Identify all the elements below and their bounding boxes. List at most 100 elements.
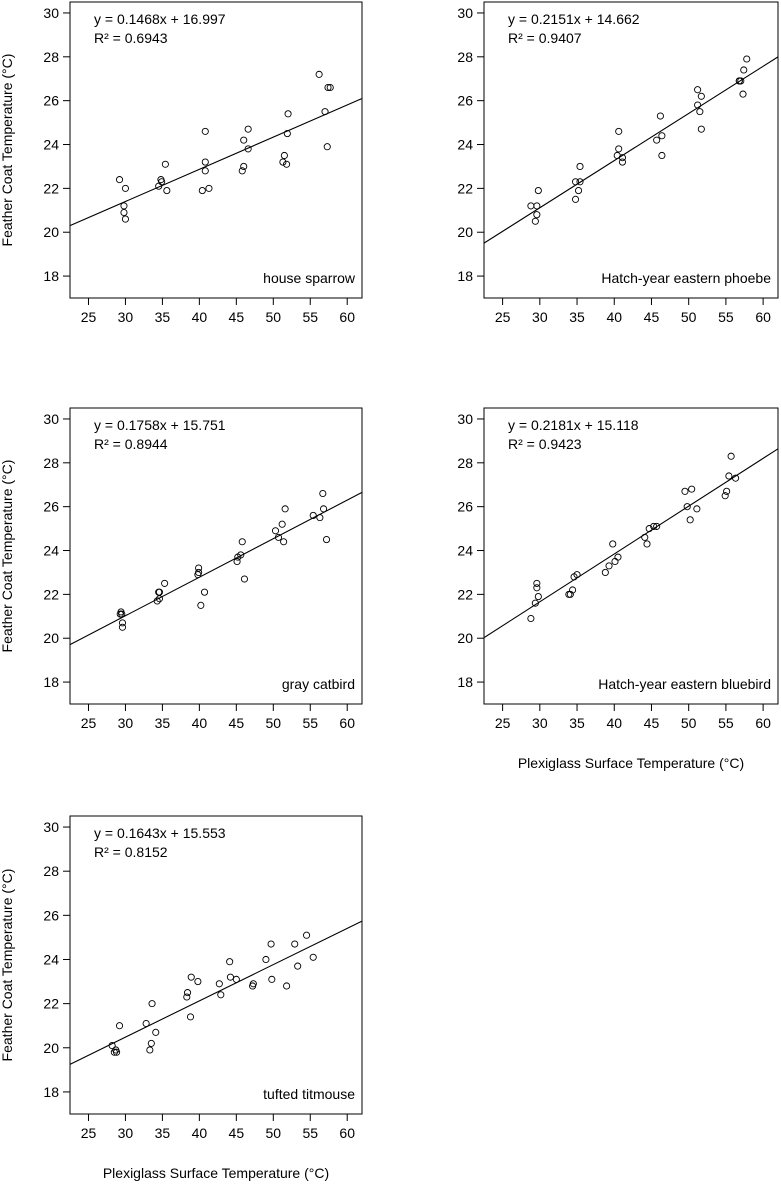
data-point xyxy=(576,162,584,170)
data-point xyxy=(195,564,203,572)
x-axis-title: Plexiglass Surface Temperature (°C) xyxy=(518,755,744,771)
y-tick-label: 26 xyxy=(457,499,473,515)
data-point xyxy=(121,215,129,223)
data-point xyxy=(268,975,276,983)
x-tick-label: 50 xyxy=(681,309,697,325)
chart-panel-2: 25 30 35 40 45 50 55 60 18 20 22 24 26 28 30 y = 0.2151… xyxy=(457,1,779,325)
data-point xyxy=(571,178,580,186)
r-squared: R² = 0.6943 xyxy=(94,30,168,46)
x-tick-label: 25 xyxy=(495,715,511,731)
data-point xyxy=(645,525,653,533)
data-point xyxy=(533,584,541,592)
data-point xyxy=(201,167,209,175)
y-tick-label: 30 xyxy=(457,5,473,21)
data-point xyxy=(615,127,623,135)
data-point xyxy=(322,536,331,544)
y-tick-label: 24 xyxy=(43,543,59,559)
chart-panel-3: 25 30 35 40 45 50 55 60 18 20 22 24 26 28 30 y = 0.1758… xyxy=(0,407,363,731)
data-point xyxy=(205,184,213,192)
y-tick-label: 28 xyxy=(43,863,59,879)
data-point xyxy=(118,619,127,627)
data-point xyxy=(688,485,696,493)
data-point xyxy=(683,503,691,511)
x-tick-label: 45 xyxy=(229,1125,245,1141)
data-point xyxy=(278,520,286,528)
data-point xyxy=(240,162,248,170)
data-point xyxy=(740,66,748,74)
r-squared: R² = 0.8944 xyxy=(94,436,168,452)
x-tick-label: 60 xyxy=(755,715,771,731)
plot-frame xyxy=(69,407,363,705)
data-point xyxy=(142,1019,150,1028)
data-point xyxy=(531,599,539,607)
data-point xyxy=(601,568,609,576)
x-tick-label: 55 xyxy=(302,1125,318,1141)
x-tick-label: 50 xyxy=(266,715,282,731)
y-tick-label: 28 xyxy=(43,455,59,471)
data-point xyxy=(201,158,209,166)
x-tick-label: 25 xyxy=(495,309,511,325)
data-point xyxy=(267,940,275,948)
data-point xyxy=(183,993,191,1001)
data-point xyxy=(609,540,617,548)
y-tick-label: 30 xyxy=(43,819,59,835)
data-point xyxy=(113,1048,121,1056)
regression-line xyxy=(483,448,779,639)
data-point xyxy=(650,522,658,530)
x-tick-label: 30 xyxy=(118,309,134,325)
x-tick-label: 50 xyxy=(266,309,282,325)
data-point xyxy=(146,1046,154,1054)
data-point xyxy=(725,472,733,480)
data-point xyxy=(284,110,292,118)
data-point xyxy=(653,136,661,144)
data-point xyxy=(283,160,291,168)
data-point xyxy=(656,112,664,120)
data-point xyxy=(319,489,327,498)
x-tick-label: 30 xyxy=(532,309,548,325)
species-label: Hatch-year eastern phoebe xyxy=(601,270,771,286)
data-point xyxy=(163,187,171,195)
data-point xyxy=(155,595,163,603)
y-tick-label: 22 xyxy=(43,586,59,602)
y-tick-label: 18 xyxy=(457,674,473,690)
data-point xyxy=(232,975,240,983)
x-tick-label: 40 xyxy=(606,309,622,325)
data-point xyxy=(303,931,311,939)
data-point xyxy=(110,1048,118,1056)
x-tick-label: 60 xyxy=(755,309,771,325)
species-label: Hatch-year eastern bluebird xyxy=(598,676,771,692)
data-point xyxy=(614,553,622,561)
data-point xyxy=(653,522,661,530)
x-tick-label: 45 xyxy=(644,309,660,325)
y-tick-label: 18 xyxy=(457,268,473,284)
data-point xyxy=(574,187,583,195)
x-tick-label: 40 xyxy=(606,715,622,731)
y-tick-label: 20 xyxy=(457,224,473,240)
data-point xyxy=(183,989,192,997)
data-point xyxy=(274,533,283,541)
data-point xyxy=(605,562,613,570)
data-point xyxy=(294,962,302,970)
species-label: gray catbird xyxy=(282,676,355,692)
data-point xyxy=(694,101,702,109)
data-point xyxy=(576,178,584,186)
r-squared: R² = 0.9423 xyxy=(508,436,582,452)
plot-frame xyxy=(483,407,779,705)
data-point xyxy=(618,158,626,166)
y-tick-label: 30 xyxy=(457,411,473,427)
data-point xyxy=(732,474,740,482)
data-point xyxy=(324,83,332,92)
data-point xyxy=(279,158,287,166)
x-tick-label: 55 xyxy=(302,309,318,325)
data-point xyxy=(727,452,735,460)
data-point xyxy=(115,176,124,184)
data-point xyxy=(120,202,128,210)
y-tick-label: 28 xyxy=(457,49,473,65)
regression-equation: y = 0.1468x + 16.997 xyxy=(94,11,226,27)
x-tick-label: 50 xyxy=(266,1125,282,1141)
data-point xyxy=(226,958,234,966)
x-tick-label: 60 xyxy=(339,715,355,731)
data-point xyxy=(611,557,619,566)
data-point xyxy=(186,1013,195,1021)
data-point xyxy=(321,108,329,116)
